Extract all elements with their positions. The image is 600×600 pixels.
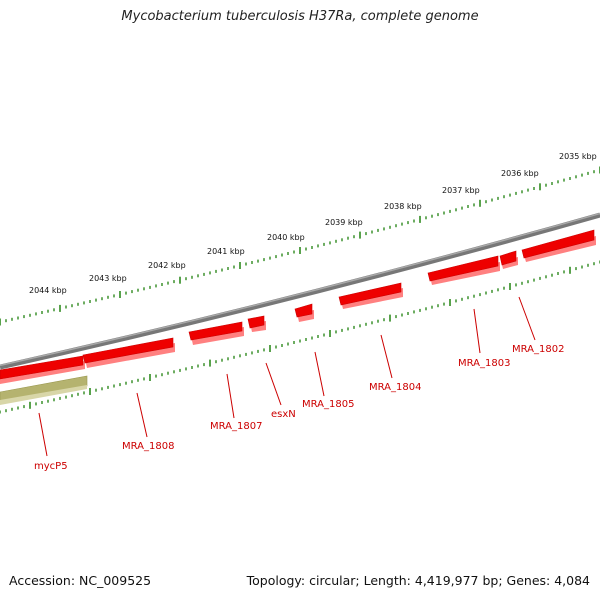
gene-label[interactable]: MRA_1805 [302, 399, 354, 410]
gene-labels: MRA_1802 MRA_1803 MRA_1804 MRA_1805 esxN… [34, 344, 564, 472]
genome-summary-text: Topology: circular; Length: 4,419,977 bp… [246, 573, 590, 588]
scale-label: 2043 kbp [89, 274, 127, 283]
scale-label: 2037 kbp [442, 186, 480, 195]
scale-label: 2044 kbp [29, 286, 67, 295]
accession-text: Accession: NC_009525 [9, 573, 152, 588]
scale-label: 2035 kbp [559, 152, 597, 161]
scale-ruler-outer [0, 166, 600, 326]
gene-mra-1802[interactable] [521, 229, 595, 259]
gene-mra-1808-b[interactable] [82, 337, 174, 364]
gene-label[interactable]: mycP5 [34, 461, 68, 472]
scale-label: 2041 kbp [207, 247, 245, 256]
scale-label: 2038 kbp [384, 202, 422, 211]
gene-label[interactable]: MRA_1808 [122, 441, 174, 452]
gene-mra-1803[interactable] [499, 250, 517, 266]
scale-label: 2036 kbp [501, 169, 539, 178]
gene-features [0, 229, 596, 405]
gene-esxn[interactable] [294, 303, 313, 318]
gene-mra-1808[interactable] [188, 321, 243, 341]
scale-label: 2040 kbp [267, 233, 305, 242]
gene-label[interactable]: MRA_1802 [512, 344, 564, 355]
gene-label-leaders [38, 296, 536, 457]
scale-ruler-inner [0, 260, 600, 414]
map-title: Mycobacterium tuberculosis H37Ra, comple… [121, 9, 479, 24]
scale-labels: 2035 kbp 2036 kbp 2037 kbp 2038 kbp 2039… [29, 152, 597, 295]
genome-backbone [0, 212, 600, 370]
gene-left-edge[interactable] [0, 355, 84, 380]
gene-label[interactable]: MRA_1807 [210, 421, 262, 432]
scale-label: 2039 kbp [325, 218, 363, 227]
gene-label[interactable]: MRA_1804 [369, 382, 421, 393]
gene-label[interactable]: esxN [271, 409, 296, 420]
gene-mra-1805[interactable] [338, 282, 402, 306]
gene-mra-1807[interactable] [247, 315, 265, 329]
scale-label: 2042 kbp [148, 261, 186, 270]
gene-mra-1804[interactable] [427, 255, 499, 282]
gene-label[interactable]: MRA_1803 [458, 358, 510, 369]
